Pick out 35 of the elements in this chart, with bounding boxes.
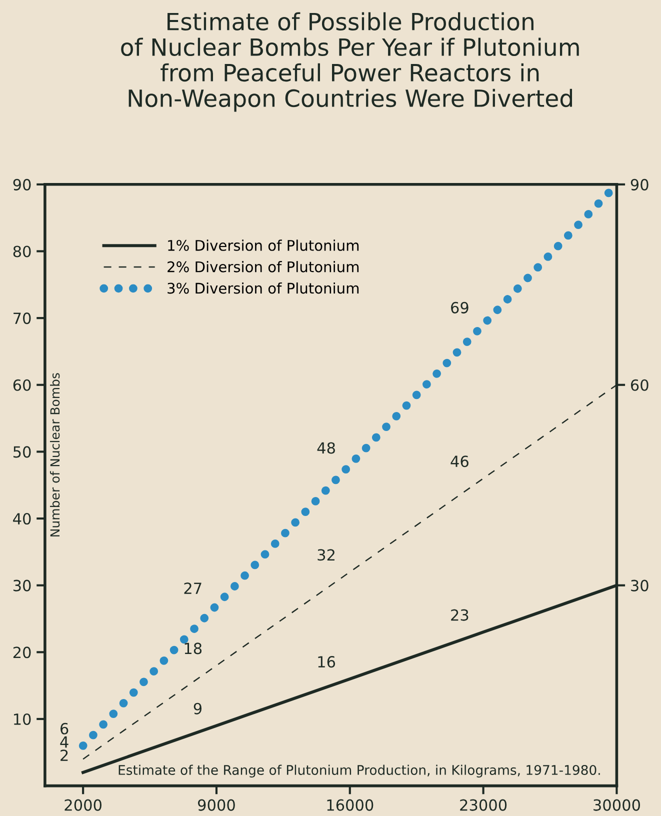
- y-tick-label: 50: [13, 446, 31, 458]
- data-label: 16: [318, 656, 336, 668]
- y2-tick-label: 90: [630, 178, 648, 190]
- y-tick-label: 60: [13, 379, 31, 391]
- data-label: 4: [60, 736, 68, 748]
- y2-tick-label: 60: [630, 379, 648, 391]
- y-tick-label: 30: [13, 580, 31, 592]
- data-label: 46: [450, 456, 468, 468]
- legend-label: 2% Diversion of Plutonium: [168, 261, 359, 272]
- x-tick-label: 2000: [64, 799, 102, 811]
- data-label: 32: [318, 549, 334, 561]
- y-tick-label: 70: [14, 312, 31, 324]
- data-label: 9: [194, 702, 202, 714]
- data-label: 6: [60, 722, 68, 734]
- y-tick-label: 80: [13, 246, 31, 258]
- data-label: 18: [184, 642, 202, 654]
- data-label: 48: [317, 442, 335, 454]
- x-tick-label: 16000: [327, 799, 374, 811]
- data-label: 27: [184, 582, 202, 594]
- legend-label: 3% Diversion of Plutonium: [168, 282, 359, 294]
- legend-label: 1% Diversion of Plutonium: [168, 240, 359, 251]
- y-tick-label: 20: [13, 646, 31, 658]
- chart-title: Estimate of Possible Production of Nuclear Bombs Per Year if Plutonium from Peaceful Power Reactors in Non-Weapon Countries Were Diverted: [121, 12, 579, 112]
- y-tick-label: 40: [13, 512, 31, 525]
- y-tick-label: 90: [13, 178, 31, 190]
- data-label: 2: [60, 750, 68, 761]
- data-label: 69: [451, 302, 468, 314]
- x-tick-label: 30000: [594, 799, 640, 811]
- y-tick-label: 10: [14, 713, 31, 726]
- x-tick-label: 9000: [198, 799, 235, 811]
- data-label: 23: [451, 609, 468, 621]
- y-axis-title: Number of Nuclear Bombs: [50, 373, 60, 536]
- x-axis-title: Estimate of the Range of Plutonium Production, in Kilograms, 1971-1980.: [118, 764, 600, 778]
- x-tick-label: 23000: [460, 799, 507, 811]
- y2-tick-label: 30: [631, 580, 648, 592]
